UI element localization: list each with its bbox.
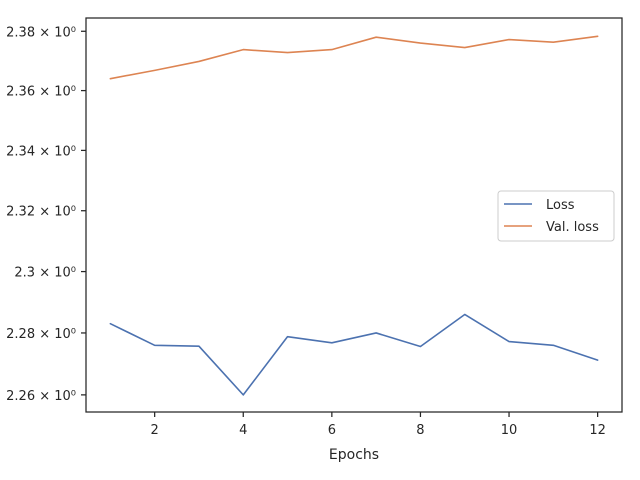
x-axis-label: Epochs	[329, 447, 379, 463]
y-tick-label: 2.36 × 10⁰	[6, 85, 76, 100]
legend-entry-label: Loss	[546, 198, 575, 213]
plot-frame	[85, 17, 623, 413]
x-tick-label: 8	[416, 423, 424, 438]
y-tick-label: 2.26 × 10⁰	[6, 389, 76, 404]
x-tick-label: 2	[151, 423, 159, 438]
y-tick-label: 2.38 × 10⁰	[6, 25, 76, 40]
x-axis: 2 4 6 8 10 12	[151, 412, 606, 438]
y-tick-label: 2.3 × 10⁰	[14, 266, 76, 281]
series-line-val-loss	[109, 35, 599, 80]
series-line-loss	[109, 313, 599, 396]
series-layer	[109, 35, 599, 396]
y-tick-label: 2.28 × 10⁰	[6, 327, 76, 342]
legend: Loss Val. loss	[497, 190, 615, 242]
y-axis: 2.26 × 10⁰ 2.28 × 10⁰ 2.3 × 10⁰ 2.32 × 10⁰ 2…	[6, 25, 86, 404]
y-tick-label: 2.32 × 10⁰	[6, 205, 76, 220]
legend-entry-label: Val. loss	[546, 220, 599, 235]
y-tick-label: 2.34 × 10⁰	[6, 144, 76, 159]
x-tick-label: 4	[239, 423, 247, 438]
x-tick-label: 12	[589, 423, 606, 438]
x-tick-label: 10	[501, 423, 518, 438]
x-tick-label: 6	[328, 423, 336, 438]
